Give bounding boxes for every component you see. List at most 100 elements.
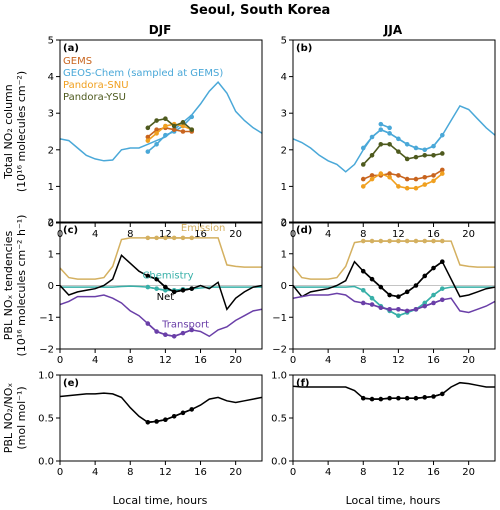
data-point-emission [145, 235, 151, 241]
data-point-emission [440, 238, 445, 244]
data-point-no2-nox [369, 396, 375, 402]
col-title-jja: JJA [383, 23, 403, 37]
ylabel-row2-line2: (10¹⁶ molecules cm⁻² h⁻¹) [15, 215, 28, 357]
axes-frame [59, 374, 263, 462]
data-point-transport [163, 332, 168, 338]
y-tick-label: 0.5 [271, 414, 287, 425]
x-tick-label: 8 [360, 229, 366, 240]
data-point-gems [171, 127, 177, 132]
data-point-gems-blue-markers [387, 125, 392, 131]
legend-entry: GEMS [63, 56, 92, 67]
data-point-transport [189, 327, 195, 333]
data-point-gems [422, 174, 428, 180]
data-point-net [404, 289, 410, 295]
y-tick-label: 2 [48, 145, 54, 156]
data-point-chemistry [163, 287, 168, 293]
data-point-net [413, 283, 419, 288]
data-point-pandora-snu [422, 182, 428, 187]
data-point-no2-nox [154, 419, 159, 424]
data-point-transport [171, 334, 177, 339]
data-point-gems-blue-markers [378, 121, 384, 127]
panel-e: 0 4 8 12 16 20 0.0 0.5 1.0 (e) [38, 371, 263, 478]
panel-label: (b) [296, 43, 312, 54]
data-point-gems [360, 176, 366, 182]
y-tick-label: 0 [281, 281, 287, 292]
panel-label: (f) [296, 378, 310, 389]
x-tick-label: 0 [57, 355, 63, 366]
x-tick-label: 20 [462, 467, 475, 478]
data-point-net [145, 273, 151, 279]
data-point-geos-chem-sampled-at-gems [413, 145, 419, 151]
series-line-no2-nox [363, 393, 443, 400]
data-point-transport [404, 308, 410, 314]
data-point-net [189, 286, 195, 291]
data-point-gems [413, 176, 419, 182]
data-point-pandora-ysu [440, 151, 445, 156]
y-tick-label: 1 [48, 182, 54, 193]
y-tick-label: −2 [39, 345, 54, 356]
ylabel-row1-line2: (10¹⁶ molecules cm⁻²) [15, 71, 28, 192]
data-point-net [396, 294, 401, 299]
data-point-geos-chem-sampled-at-gems [431, 143, 436, 149]
y-tick-label: 1.0 [271, 371, 287, 382]
y-tick-label: 1 [281, 249, 287, 260]
data-point-net [180, 287, 186, 293]
data-point-emission [171, 235, 177, 241]
x-tick-label: 12 [392, 229, 405, 240]
data-point-chemistry [422, 300, 428, 306]
y-tick-label: 3 [48, 109, 54, 120]
x-tick-label: 16 [427, 229, 440, 240]
data-point-emission [360, 238, 366, 244]
data-point-pandora-ysu [189, 127, 195, 132]
y-tick-label: 0 [281, 219, 287, 230]
data-point-transport [431, 300, 436, 306]
data-point-transport [360, 300, 366, 306]
panels: Total NO₂ column (10¹⁶ molecules cm⁻²) PBL… [2, 36, 496, 478]
data-point-pandora-snu [154, 131, 159, 136]
data-point-emission [154, 235, 159, 241]
x-tick-label: 16 [194, 229, 207, 240]
y-tick-label: −1 [272, 313, 287, 324]
series-line-pandora-ysu [362, 143, 443, 165]
data-point-no2-nox [440, 391, 445, 397]
data-point-no2-nox [360, 395, 366, 401]
curve-label-chemistry: Chemistry [142, 271, 193, 282]
x-tick-label: 4 [92, 467, 98, 478]
y-tick-label: 2 [48, 218, 54, 229]
x-tick-label: 16 [194, 467, 207, 478]
legend-entry: Pandora-SNU [63, 80, 129, 91]
data-point-net [378, 284, 384, 290]
data-point-geos-chem-sampled-at-gems [154, 142, 159, 147]
series-line-geos-chem-sampled-at-gems [362, 128, 443, 151]
series-line-no2-nox [293, 381, 495, 400]
x-tick-label: 16 [427, 467, 440, 478]
data-point-pandora-snu [360, 184, 366, 189]
data-point-geos-chem-sampled-at-gems [404, 142, 410, 147]
x-tick-label: 8 [127, 355, 133, 366]
data-point-emission [422, 238, 428, 244]
data-point-emission [180, 235, 186, 241]
y-tick-label: 4 [48, 72, 54, 83]
y-tick-label: 2 [281, 145, 287, 156]
x-tick-label: 0 [290, 355, 296, 366]
y-tick-label: −1 [39, 313, 54, 324]
col-title-djf: DJF [149, 23, 172, 37]
data-point-net [171, 289, 177, 295]
data-point-geos-chem-sampled-at-gems [387, 131, 392, 136]
legend-entry: Pandora-YSU [63, 92, 126, 103]
data-point-chemistry [369, 295, 375, 301]
data-point-pandora-ysu [180, 120, 186, 125]
axes-frame [59, 39, 263, 224]
data-point-emission [413, 238, 419, 244]
data-point-pandora-ysu [145, 125, 151, 131]
data-point-gems [145, 134, 151, 140]
data-point-pandora-ysu [413, 154, 419, 160]
data-point-geos-chem-sampled-at-gems [145, 149, 151, 154]
y-tick-label: 5 [281, 36, 287, 47]
x-tick-label: 8 [127, 229, 133, 240]
x-tick-label: 0 [290, 467, 296, 478]
data-point-transport [396, 307, 401, 312]
x-tick-label: 4 [325, 467, 331, 478]
data-point-no2-nox [378, 396, 384, 402]
